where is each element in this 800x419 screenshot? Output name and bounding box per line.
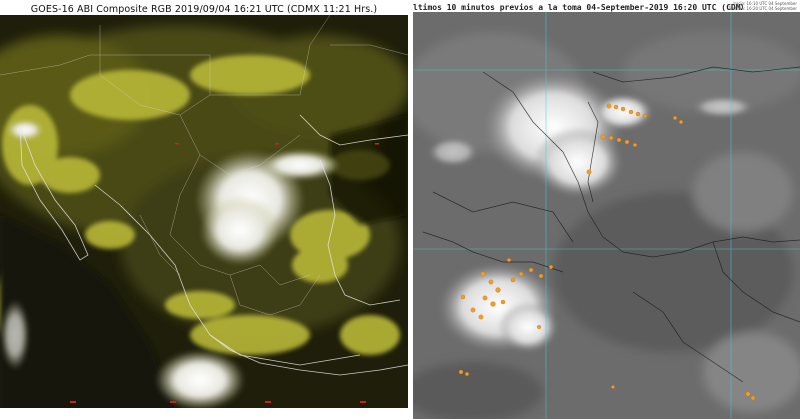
goes16-coastlines <box>19 114 408 376</box>
lightning-meta-start: Inicio: 16:10 UTC 04 September <box>733 1 797 6</box>
lightning-meta-end: Termino: 16:20 UTC 04 September <box>728 6 797 11</box>
lightning-satellite-image <box>413 12 800 419</box>
goes16-satellite-image <box>0 15 408 408</box>
lightning-title: ltimos 10 minutos previos a la toma 04-S… <box>413 3 743 12</box>
lightning-ir-texture <box>413 32 800 419</box>
lightning-ir-panel: ltimos 10 minutos previos a la toma 04-S… <box>413 0 800 419</box>
lightning-ir-clouds <box>428 72 753 352</box>
goes16-state-borders <box>0 15 408 316</box>
lightning-meta: Inicio: 16:10 UTC 04 September Termino: … <box>728 1 797 11</box>
panel-divider <box>408 0 413 419</box>
lightning-strikes <box>458 103 756 401</box>
goes16-title: GOES-16 ABI Composite RGB 2019/09/04 16:… <box>30 4 378 15</box>
goes16-ocean <box>0 115 408 408</box>
goes16-grid-marks <box>70 143 379 403</box>
goes16-composite-panel: GOES-16 ABI Composite RGB 2019/09/04 16:… <box>0 0 408 408</box>
goes16-white-clouds <box>1 120 340 408</box>
lightning-coastlines <box>422 66 800 383</box>
